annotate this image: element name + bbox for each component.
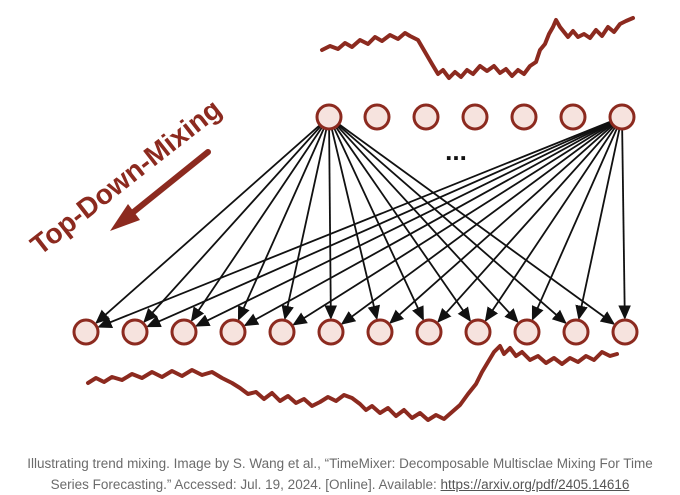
bottom-trend-curve bbox=[86, 344, 619, 422]
bottom-node bbox=[219, 318, 247, 346]
mixing-edge-arrow bbox=[389, 124, 613, 324]
top-node bbox=[559, 103, 587, 131]
mixing-edge-arrow bbox=[281, 129, 328, 321]
mixing-direction-arrow bbox=[110, 149, 211, 231]
mixing-edge-arrow bbox=[237, 128, 325, 321]
bottom-node bbox=[170, 318, 198, 346]
mixing-edge-arrow bbox=[146, 121, 611, 328]
top-node bbox=[412, 103, 440, 131]
mixing-edge-arrow bbox=[292, 123, 612, 326]
figure-caption: Illustrating trend mixing. Image by S. W… bbox=[20, 453, 660, 495]
mixing-edge-arrow bbox=[243, 122, 612, 327]
mixing-edge-arrow bbox=[437, 126, 614, 323]
bottom-node bbox=[121, 318, 149, 346]
mixing-edge-arrow bbox=[194, 121, 611, 327]
bottom-node bbox=[317, 318, 345, 346]
top-node-row bbox=[315, 103, 636, 131]
mixing-edge-arrow bbox=[340, 124, 613, 325]
mixing-edge-arrow bbox=[618, 129, 631, 320]
top-down-mixing-label: Top-Down-Mixing bbox=[25, 93, 227, 261]
bottom-node bbox=[72, 318, 100, 346]
caption-text: Illustrating trend mixing. Image by S. W… bbox=[27, 456, 653, 492]
top-node bbox=[608, 103, 636, 131]
bottom-node bbox=[464, 318, 492, 346]
top-node bbox=[461, 103, 489, 131]
mixing-edge-arrow bbox=[575, 129, 621, 321]
mixing-edge-arrow bbox=[324, 129, 338, 320]
bottom-node-row bbox=[72, 318, 639, 346]
top-node bbox=[363, 103, 391, 131]
bottom-node bbox=[611, 318, 639, 346]
bottom-node bbox=[415, 318, 443, 346]
top-trend-curve bbox=[320, 16, 635, 80]
source-link[interactable]: https://arxiv.org/pdf/2405.14616 bbox=[440, 477, 630, 492]
mixing-edge-arrow bbox=[484, 127, 616, 322]
mixing-edge-arrow bbox=[190, 127, 323, 322]
mixing-edge-arrow bbox=[97, 121, 611, 328]
mixing-edge-arrow bbox=[143, 126, 321, 323]
bottom-node bbox=[366, 318, 394, 346]
top-node bbox=[315, 103, 343, 131]
mixing-edge-arrow bbox=[531, 128, 618, 321]
bottom-node bbox=[513, 318, 541, 346]
ellipsis-label: ... bbox=[445, 136, 467, 166]
mixing-edge-arrow bbox=[95, 124, 320, 324]
bottom-node bbox=[268, 318, 296, 346]
bottom-node bbox=[562, 318, 590, 346]
trend-mixing-diagram: Top-Down-Mixing ... bbox=[25, 16, 639, 422]
top-node bbox=[510, 103, 538, 131]
